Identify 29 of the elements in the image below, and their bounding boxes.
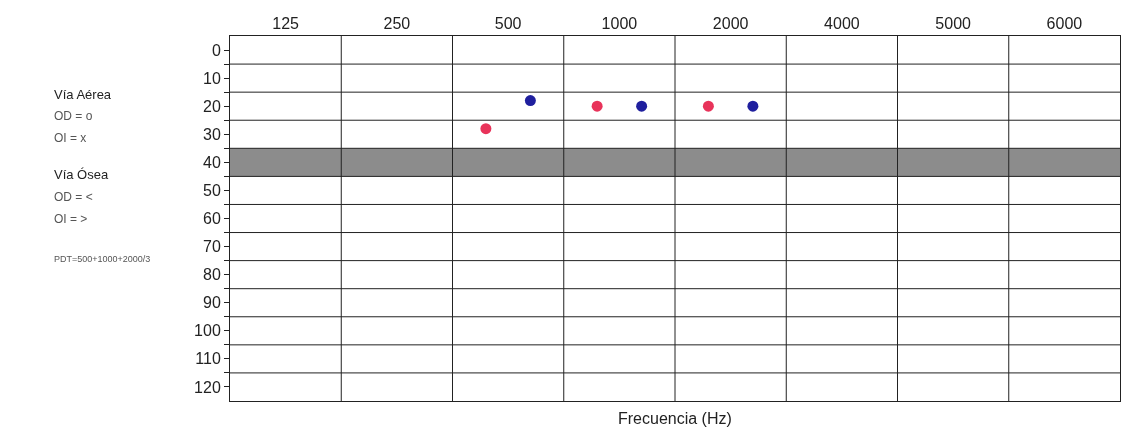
text: OD = < (54, 190, 93, 204)
x-tick-label: 500 (494, 14, 522, 32)
x-axis-title: Frecuencia (Hz) (618, 410, 732, 427)
x-tick-label: 1000 (601, 14, 638, 32)
text: Vía Ósea (54, 167, 109, 182)
y-tick-label: 80 (203, 266, 221, 284)
y-tick-label: 50 (203, 182, 221, 200)
y-tick-label: 90 (203, 294, 221, 312)
y-tick-label: 10 (203, 69, 221, 87)
y-tick-label: 30 (203, 125, 221, 143)
y-tick-label: 120 (194, 378, 221, 396)
y-tick-label: 100 (194, 322, 221, 340)
x-tick-label: 5000 (935, 14, 972, 32)
x-tick-label: 6000 (1046, 14, 1083, 32)
y-tick-label: 40 (203, 153, 221, 171)
x-tick-label: 2000 (712, 14, 749, 32)
y-tick-label: 20 (203, 97, 221, 115)
text: OD = o (54, 109, 93, 123)
x-tick-label: 250 (383, 14, 411, 32)
y-tick-label: 60 (203, 210, 221, 228)
x-tick-label: 4000 (824, 14, 860, 32)
text: Vía Aérea (54, 87, 112, 102)
y-tick-label: 70 (203, 238, 221, 256)
text: OI = x (54, 131, 87, 145)
y-tick-label: 0 (211, 41, 221, 59)
x-tick-label: 125 (272, 14, 300, 32)
y-tick-label: 110 (195, 350, 221, 368)
text: PDT=500+1000+2000/3 (54, 254, 151, 264)
text: OI = > (54, 212, 88, 226)
